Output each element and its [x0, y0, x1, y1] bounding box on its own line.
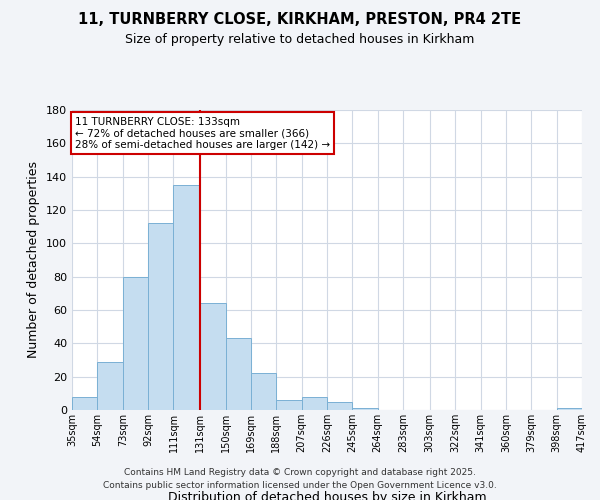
Bar — [148, 224, 173, 410]
Bar — [123, 276, 148, 410]
Bar — [557, 408, 582, 410]
Bar — [97, 362, 123, 410]
Text: 11 TURNBERRY CLOSE: 133sqm
← 72% of detached houses are smaller (366)
28% of sem: 11 TURNBERRY CLOSE: 133sqm ← 72% of deta… — [74, 116, 330, 150]
Bar — [327, 402, 352, 410]
Text: Contains public sector information licensed under the Open Government Licence v3: Contains public sector information licen… — [103, 480, 497, 490]
Bar — [251, 374, 276, 410]
Bar — [72, 396, 97, 410]
Bar — [173, 185, 200, 410]
Bar — [302, 396, 327, 410]
Bar — [226, 338, 251, 410]
X-axis label: Distribution of detached houses by size in Kirkham: Distribution of detached houses by size … — [167, 491, 487, 500]
Text: 11, TURNBERRY CLOSE, KIRKHAM, PRESTON, PR4 2TE: 11, TURNBERRY CLOSE, KIRKHAM, PRESTON, P… — [79, 12, 521, 28]
Bar — [352, 408, 378, 410]
Y-axis label: Number of detached properties: Number of detached properties — [28, 162, 40, 358]
Bar — [276, 400, 302, 410]
Bar — [200, 304, 226, 410]
Text: Contains HM Land Registry data © Crown copyright and database right 2025.: Contains HM Land Registry data © Crown c… — [124, 468, 476, 477]
Text: Size of property relative to detached houses in Kirkham: Size of property relative to detached ho… — [125, 32, 475, 46]
